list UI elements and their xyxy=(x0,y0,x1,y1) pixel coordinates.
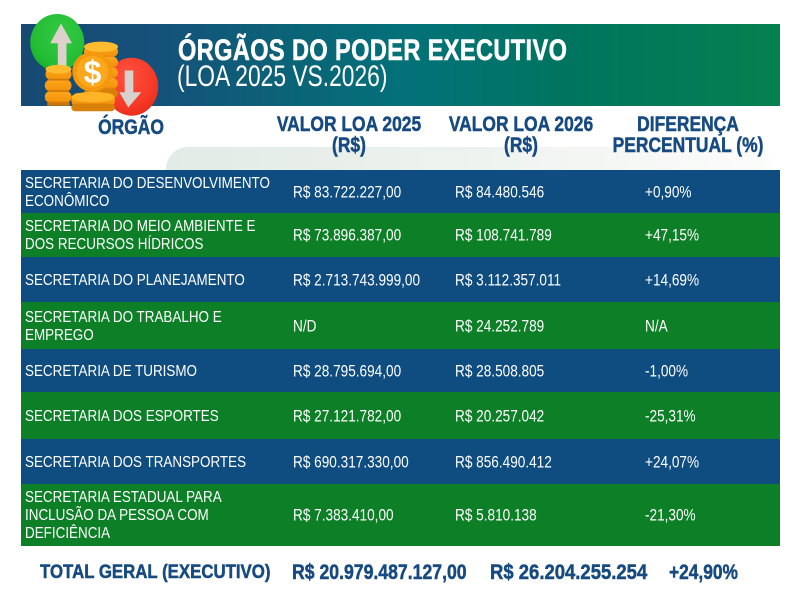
svg-text:$: $ xyxy=(84,54,102,90)
